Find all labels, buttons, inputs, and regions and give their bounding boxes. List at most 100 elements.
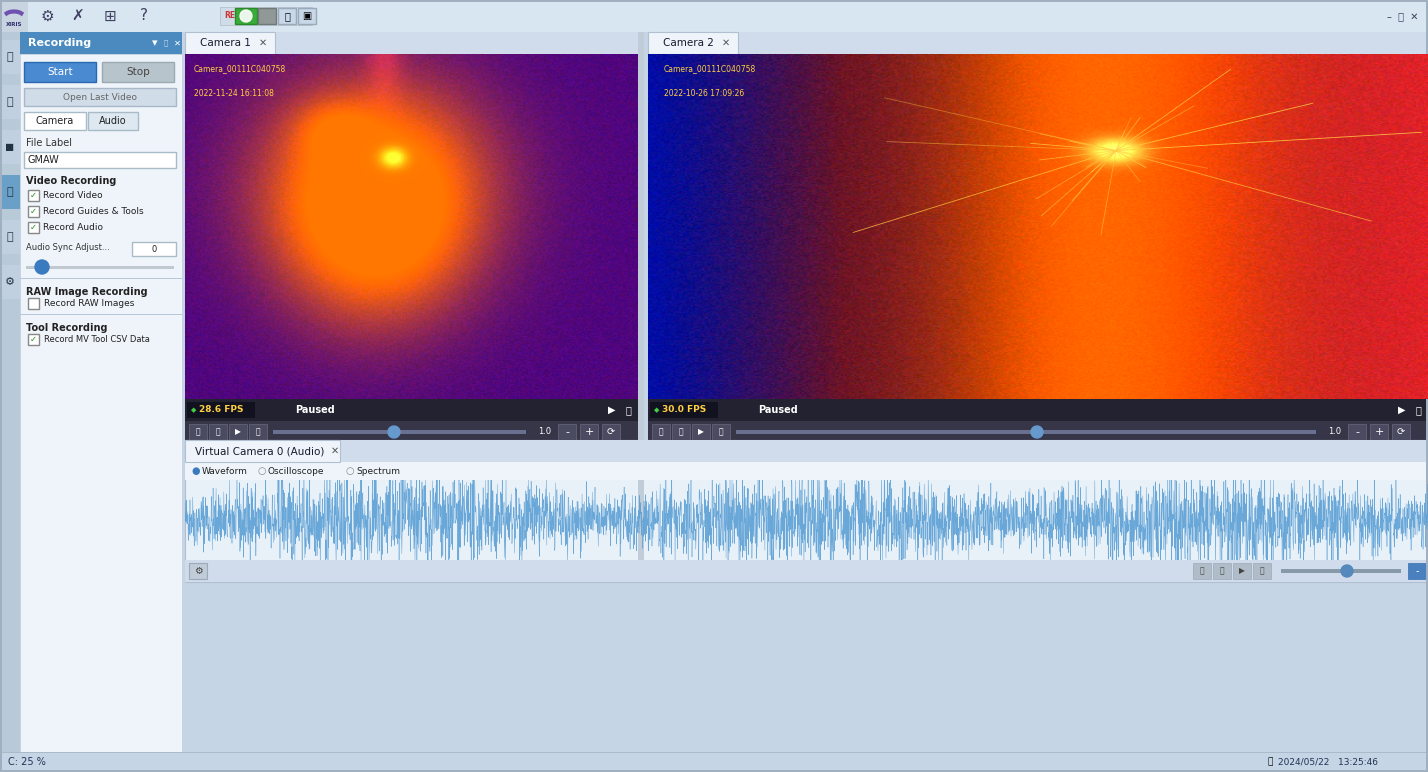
Text: ⟳: ⟳: [1397, 427, 1405, 437]
Bar: [20, 278, 181, 279]
Text: –  ⧠  ✕: – ⧠ ✕: [1387, 11, 1418, 21]
Bar: [186, 399, 638, 421]
Bar: [650, 402, 718, 418]
Bar: [1192, 563, 1211, 579]
Bar: [186, 440, 1428, 582]
Text: ▣: ▣: [303, 11, 311, 21]
Text: Stop: Stop: [126, 67, 150, 77]
Text: Camera_00111C040758: Camera_00111C040758: [664, 64, 755, 73]
Text: 0: 0: [151, 245, 157, 253]
Bar: [20, 314, 181, 315]
Text: 30.0 FPS: 30.0 FPS: [663, 405, 707, 415]
Text: ✓: ✓: [30, 223, 37, 232]
Text: Record MV Tool CSV Data: Record MV Tool CSV Data: [44, 334, 150, 344]
Bar: [24, 152, 176, 168]
Text: Record Audio: Record Audio: [43, 223, 103, 232]
Text: 2022-11-24 16:11:08: 2022-11-24 16:11:08: [194, 89, 274, 97]
Bar: [648, 32, 738, 54]
Bar: [580, 424, 598, 440]
Text: ○: ○: [257, 466, 266, 476]
Text: File Label: File Label: [26, 138, 71, 148]
Bar: [20, 32, 181, 54]
Bar: [187, 402, 256, 418]
Text: ▶: ▶: [236, 428, 241, 436]
Text: Recording: Recording: [29, 38, 91, 48]
Text: 🎤: 🎤: [7, 52, 13, 62]
Bar: [186, 462, 1428, 480]
Text: ✕: ✕: [723, 38, 730, 48]
Bar: [648, 399, 1428, 421]
Bar: [673, 424, 690, 440]
Bar: [1281, 569, 1401, 573]
Text: +: +: [584, 427, 594, 437]
Bar: [29, 334, 39, 345]
Text: -: -: [1415, 566, 1419, 576]
Text: XIRIS: XIRIS: [6, 22, 23, 26]
Bar: [0, 0, 29, 32]
Circle shape: [1031, 426, 1042, 438]
Text: ◼: ◼: [6, 142, 14, 152]
Circle shape: [1341, 565, 1352, 577]
Bar: [0, 0, 1428, 2]
Bar: [248, 424, 267, 440]
Text: ⏭: ⏭: [1259, 567, 1264, 575]
Bar: [0, 0, 1, 772]
Bar: [186, 32, 638, 54]
Bar: [273, 430, 526, 434]
Bar: [693, 424, 710, 440]
Bar: [186, 32, 276, 54]
Text: 2024/05/22   13:25:46: 2024/05/22 13:25:46: [1278, 757, 1378, 767]
Bar: [188, 424, 207, 440]
Text: 📅: 📅: [1268, 757, 1274, 767]
Bar: [186, 421, 638, 443]
Bar: [24, 62, 96, 82]
Bar: [648, 421, 1428, 443]
Bar: [648, 32, 1428, 54]
Text: ⏭: ⏭: [256, 428, 260, 436]
Text: ●: ●: [191, 466, 200, 476]
Text: Audio Sync Adjust...: Audio Sync Adjust...: [26, 243, 110, 252]
Text: Camera 1: Camera 1: [200, 38, 250, 48]
Bar: [278, 8, 296, 24]
Text: 28.6 FPS: 28.6 FPS: [198, 405, 244, 415]
Bar: [1232, 563, 1251, 579]
Text: 1.0: 1.0: [1328, 428, 1341, 436]
Text: Spectrum: Spectrum: [356, 466, 400, 476]
Bar: [0, 175, 20, 209]
Text: Paused: Paused: [296, 405, 334, 415]
Bar: [1252, 563, 1271, 579]
Text: ✓: ✓: [30, 191, 37, 200]
Bar: [236, 8, 257, 24]
Circle shape: [36, 260, 49, 274]
Bar: [713, 424, 730, 440]
Text: Paused: Paused: [758, 405, 798, 415]
Text: Oscilloscope: Oscilloscope: [268, 466, 324, 476]
Text: Tool Recording: Tool Recording: [26, 323, 107, 333]
Text: ⚙: ⚙: [194, 566, 203, 576]
Bar: [653, 424, 670, 440]
Text: 🎨: 🎨: [7, 97, 13, 107]
Text: ⟳: ⟳: [607, 427, 615, 437]
Text: ◆: ◆: [654, 407, 660, 413]
Text: ⚙: ⚙: [40, 8, 54, 23]
Text: ⚙: ⚙: [6, 277, 16, 287]
Text: Camera_00111C040758: Camera_00111C040758: [194, 64, 286, 73]
Text: Record Guides & Tools: Record Guides & Tools: [43, 207, 144, 216]
Bar: [29, 222, 39, 233]
Bar: [29, 206, 39, 217]
Bar: [1427, 0, 1428, 772]
Text: ▶: ▶: [698, 428, 704, 436]
Bar: [0, 130, 20, 164]
Text: Virtual Camera 0 (Audio): Virtual Camera 0 (Audio): [196, 446, 324, 456]
Text: 1.0: 1.0: [538, 428, 551, 436]
Bar: [0, 770, 1428, 772]
Text: -: -: [565, 427, 568, 437]
Bar: [0, 220, 20, 254]
Bar: [20, 54, 181, 752]
Bar: [24, 112, 86, 130]
Bar: [0, 0, 1428, 32]
Bar: [0, 265, 20, 299]
Bar: [220, 7, 311, 25]
Text: RAW Image Recording: RAW Image Recording: [26, 287, 147, 297]
Bar: [558, 424, 575, 440]
